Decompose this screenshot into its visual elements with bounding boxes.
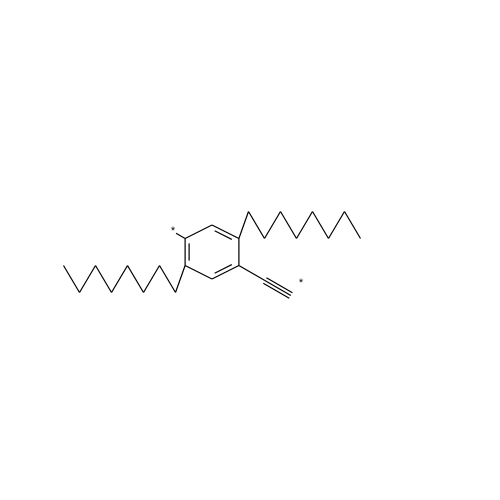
star-label: * bbox=[171, 225, 176, 237]
triple-side bbox=[263, 283, 289, 298]
single-bond bbox=[239, 266, 265, 281]
chain-top bbox=[264, 212, 280, 239]
chain-bottom bbox=[160, 266, 176, 293]
triple-side bbox=[266, 278, 292, 293]
chain-bottom bbox=[144, 266, 160, 293]
chain-top bbox=[312, 212, 328, 239]
ring-double bbox=[215, 231, 232, 240]
chain-top bbox=[248, 212, 264, 239]
triple-center bbox=[265, 281, 291, 296]
chain-top bbox=[328, 212, 344, 239]
chain-top bbox=[296, 212, 312, 239]
chain-top bbox=[280, 212, 296, 239]
ring-bond bbox=[185, 266, 212, 280]
chain-bottom bbox=[176, 266, 186, 293]
molecule-diagram: ** bbox=[0, 0, 500, 500]
ring-bond bbox=[185, 225, 212, 239]
ring-double bbox=[215, 265, 232, 274]
star-label: * bbox=[299, 277, 304, 289]
chain-bottom bbox=[112, 266, 128, 293]
chain-bottom bbox=[80, 266, 96, 293]
chain-bottom bbox=[128, 266, 144, 293]
chain-bottom bbox=[96, 266, 112, 293]
chain-top bbox=[239, 212, 249, 239]
chain-bottom bbox=[64, 266, 80, 293]
chain-top bbox=[344, 212, 360, 239]
attach-bond bbox=[176, 233, 185, 238]
